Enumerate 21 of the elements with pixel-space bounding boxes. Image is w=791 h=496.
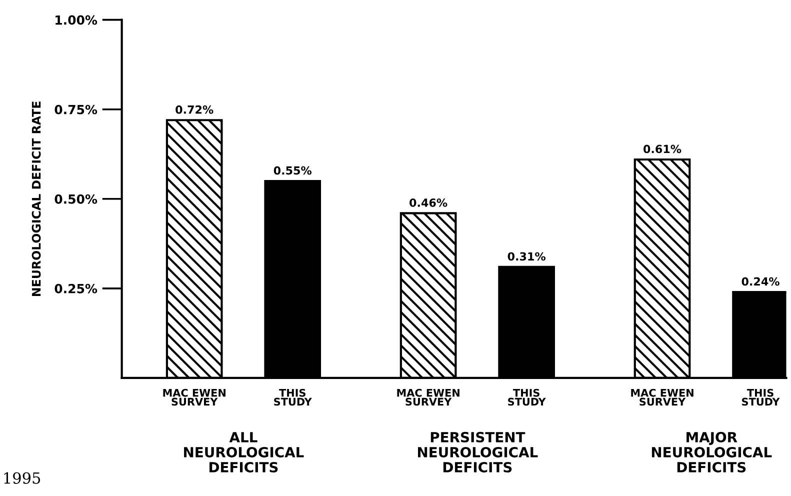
series-label: THIS STUDY: [274, 388, 312, 406]
data-label: 0.61%: [644, 144, 682, 154]
text: MAC EWEN SURVEY: [397, 388, 460, 406]
data-label: 0.55%: [274, 166, 312, 175]
y-tick-label: 0.50%: [54, 194, 98, 204]
series-label: MAC EWEN SURVEY: [163, 388, 226, 406]
text: MAC EWEN SURVEY: [631, 388, 694, 406]
data-label: 0.72%: [176, 105, 214, 114]
y-tick-label: 1.00%: [56, 15, 98, 25]
data-label: 0.46%: [410, 198, 448, 207]
data-label: 0.31%: [508, 252, 546, 261]
text: THIS STUDY: [508, 388, 546, 406]
y-tick-label: 0.25%: [54, 284, 98, 294]
x-tick-label: MAJOR NEUROLOGICAL DEFICITS: [652, 432, 772, 472]
y-tick-label: 0.75%: [54, 104, 98, 114]
x-tick-label: PERSISTENT NEUROLOGICAL DEFICITS: [418, 432, 538, 472]
text: 1995: [4, 472, 40, 484]
y-axis-title: NEUROLOGICAL DEFICIT RATE: [32, 102, 41, 296]
x-tick-label: ALL NEUROLOGICAL DEFICITS: [184, 432, 304, 472]
data-label: 0.24%: [742, 277, 780, 286]
text: THIS STUDY: [742, 388, 780, 406]
